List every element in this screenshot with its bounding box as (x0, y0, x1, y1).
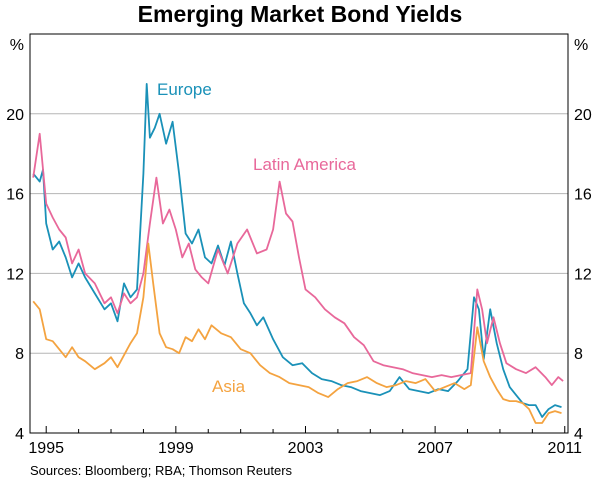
y-tick-left-4: 4 (15, 426, 24, 443)
y-tick-right-20: 20 (574, 107, 592, 124)
series-label-asia: Asia (212, 377, 246, 396)
x-tick-label-2003: 2003 (288, 440, 324, 457)
y-tick-left-8: 8 (15, 346, 24, 363)
source-note: Sources: Bloomberg; RBA; Thomson Reuters (30, 463, 293, 478)
y-tick-right-12: 12 (574, 266, 592, 283)
y-tick-left-20: 20 (6, 107, 24, 124)
series-lines (32, 83, 564, 424)
y-tick-left-16: 16 (6, 187, 24, 204)
series-label-europe: Europe (157, 80, 212, 99)
series-line-asia (32, 242, 562, 424)
y-unit-left: % (10, 37, 24, 54)
grid-lines (30, 113, 568, 354)
y-unit-right: % (574, 37, 588, 54)
y-tick-right-4: 4 (574, 426, 583, 443)
series-labels: Europe Latin America Asia (157, 80, 357, 396)
y-tick-left-12: 12 (6, 266, 24, 283)
y-tick-right-16: 16 (574, 187, 592, 204)
plot-border (29, 33, 569, 434)
plot-frame (29, 33, 569, 434)
x-tick-label-1999: 1999 (158, 440, 194, 457)
x-tick-label-2011: 2011 (548, 440, 583, 457)
y-tick-right-8: 8 (574, 346, 583, 363)
axis-labels: 4 4 8 8 12 12 16 16 20 20% % 1995 1999 2003 2007 2011 (6, 37, 592, 457)
x-tick-label-2007: 2007 (417, 440, 453, 457)
chart-title: Emerging Market Bond Yields (137, 1, 463, 27)
series-line-latin-america (32, 132, 564, 387)
series-line-europe (32, 83, 562, 418)
x-tick-label-1995: 1995 (28, 440, 64, 457)
series-label-latin-america: Latin America (253, 155, 357, 174)
